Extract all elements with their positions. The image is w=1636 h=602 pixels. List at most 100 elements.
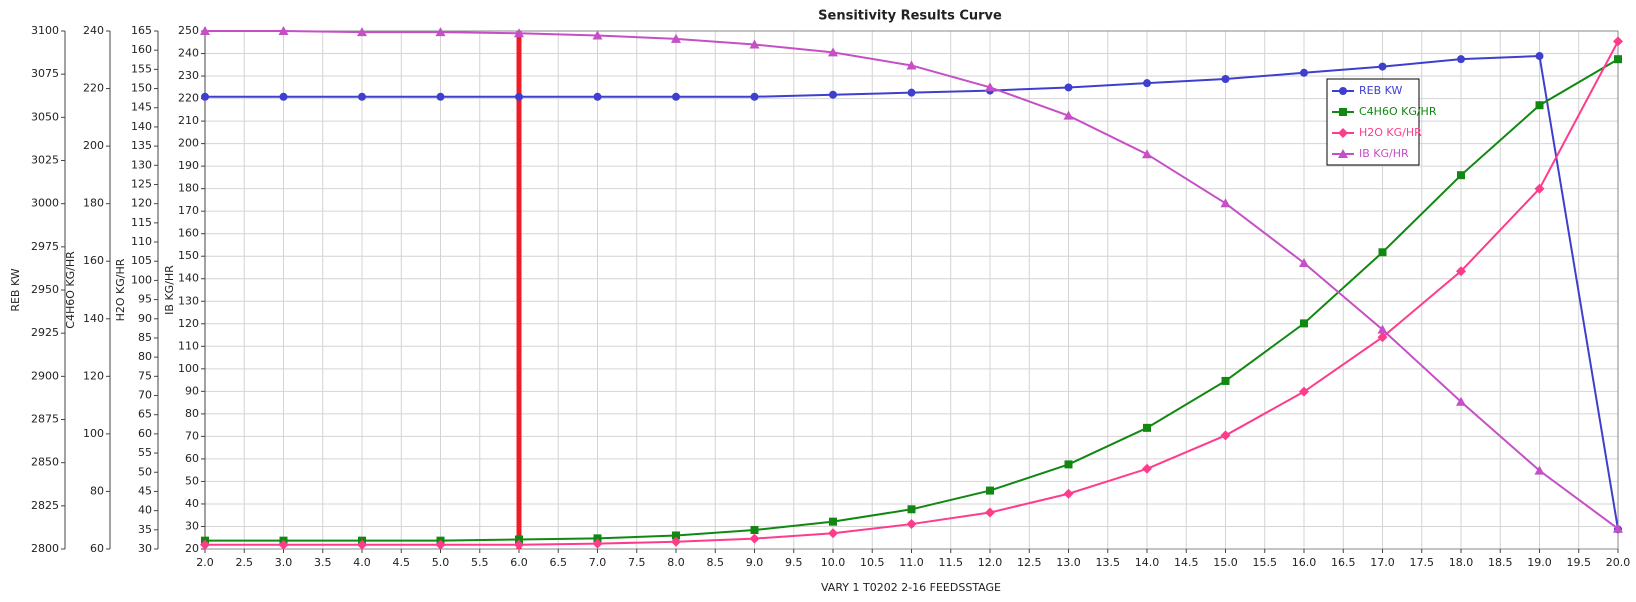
marker	[1220, 430, 1231, 441]
y-tick-label: 120	[178, 317, 199, 330]
y-tick-label: 100	[178, 362, 199, 375]
marker	[907, 88, 916, 97]
y-tick-label: 60	[185, 452, 199, 465]
marker	[592, 30, 603, 40]
x-tick-label: 10.0	[821, 556, 846, 569]
y-tick-label: 200	[83, 139, 104, 152]
y-tick-label: 155	[131, 62, 152, 75]
y-axis-title: IB KG/HR	[163, 265, 176, 315]
x-tick-label: 2.0	[196, 556, 214, 569]
marker	[1063, 110, 1074, 120]
marker	[1377, 324, 1388, 334]
y-tick-label: 250	[178, 24, 199, 37]
marker	[672, 531, 680, 540]
y-tick-label: 90	[185, 384, 199, 397]
y-axis-title: C4H6O KG/HR	[64, 251, 77, 329]
x-tick-label: 10.5	[860, 556, 885, 569]
marker	[1339, 108, 1347, 116]
y-tick-label: 90	[138, 312, 152, 325]
x-tick-label: 18.5	[1488, 556, 1513, 569]
y-tick-label: 3000	[31, 197, 59, 210]
y-tick-label: 170	[178, 204, 199, 217]
y-tick-label: 2975	[31, 240, 59, 253]
marker	[200, 539, 210, 550]
y-tick-label: 190	[178, 159, 199, 172]
x-tick-label: 16.0	[1292, 556, 1317, 569]
y-tick-label: 230	[178, 69, 199, 82]
y-tick-label: 3050	[31, 110, 59, 123]
marker	[828, 47, 838, 57]
y-tick-label: 20	[185, 542, 199, 555]
x-tick-label: 5.0	[432, 556, 450, 569]
x-tick-label: 3.0	[275, 556, 293, 569]
marker	[1534, 465, 1545, 475]
legend-label: C4H6O KG/HR	[1359, 105, 1437, 118]
y-tick-label: 150	[178, 249, 199, 262]
x-tick-label: 7.0	[589, 556, 607, 569]
y-tick-label: 220	[178, 92, 199, 105]
y-tick-label: 140	[83, 312, 104, 325]
marker	[906, 519, 917, 530]
x-tick-label: 18.0	[1449, 556, 1474, 569]
y-tick-label: 2825	[31, 499, 59, 512]
marker	[1300, 319, 1308, 328]
y-tick-label: 110	[131, 235, 152, 248]
y-tick-label: 210	[178, 114, 199, 127]
y-tick-label: 60	[90, 542, 104, 555]
y-tick-label: 120	[131, 197, 152, 210]
x-tick-label: 19.0	[1527, 556, 1552, 569]
marker	[1457, 171, 1465, 180]
marker	[906, 60, 917, 70]
x-tick-label: 17.0	[1370, 556, 1395, 569]
marker	[1064, 83, 1073, 92]
y-tick-label: 35	[138, 523, 152, 536]
marker	[1220, 198, 1231, 208]
marker	[1456, 396, 1466, 406]
marker	[1221, 376, 1230, 385]
marker	[1142, 463, 1152, 474]
marker	[1338, 149, 1348, 158]
y-tick-label: 70	[185, 429, 199, 442]
y-tick-label: 30	[138, 542, 152, 555]
marker	[514, 539, 524, 550]
marker	[357, 539, 367, 550]
legend-label: REB KW	[1359, 84, 1402, 97]
y-tick-label: 2875	[31, 413, 59, 426]
y-tick-label: 240	[83, 24, 104, 37]
marker	[435, 27, 446, 37]
marker	[1143, 423, 1151, 432]
x-tick-label: 8.5	[707, 556, 725, 569]
x-tick-label: 19.5	[1567, 556, 1592, 569]
marker	[1535, 101, 1544, 110]
x-tick-label: 15.5	[1253, 556, 1278, 569]
marker	[749, 533, 760, 544]
y-tick-label: 130	[178, 294, 199, 307]
y-tick-label: 75	[138, 369, 152, 382]
y-tick-label: 180	[83, 197, 104, 210]
y-tick-label: 50	[185, 474, 199, 487]
marker	[1534, 183, 1545, 194]
y-tick-label: 125	[131, 177, 152, 190]
marker	[1300, 68, 1308, 77]
marker	[750, 526, 759, 535]
marker	[1378, 248, 1387, 257]
x-tick-label: 12.0	[978, 556, 1003, 569]
x-tick-label: 13.0	[1056, 556, 1081, 569]
marker	[278, 539, 289, 550]
marker	[593, 534, 602, 543]
x-tick-label: 14.0	[1135, 556, 1160, 569]
marker	[986, 486, 994, 495]
x-tick-label: 11.5	[939, 556, 964, 569]
marker	[1064, 460, 1073, 469]
marker	[279, 92, 288, 101]
x-tick-label: 14.5	[1174, 556, 1199, 569]
marker	[1457, 55, 1465, 64]
y-tick-label: 135	[131, 139, 152, 152]
y-tick-label: 50	[138, 465, 152, 478]
marker	[1142, 149, 1152, 159]
marker	[672, 92, 680, 101]
y-tick-label: 3075	[31, 67, 59, 80]
x-tick-label: 5.5	[471, 556, 489, 569]
